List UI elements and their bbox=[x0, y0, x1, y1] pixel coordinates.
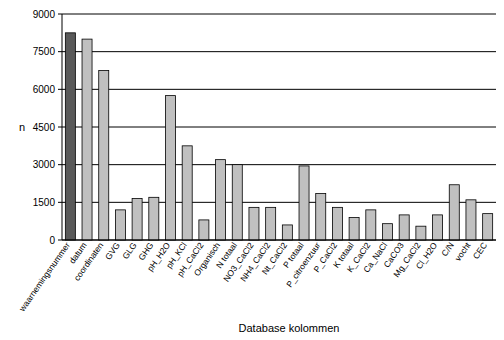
bar bbox=[416, 226, 426, 240]
grid-line bbox=[62, 127, 496, 128]
bar bbox=[132, 199, 142, 240]
grid-line bbox=[62, 89, 496, 90]
bar bbox=[366, 210, 376, 240]
bar bbox=[266, 207, 276, 240]
chart: 0 1500 3000 4500 6000 7500 9000 waarnemingsnumm… bbox=[0, 0, 504, 340]
y-label: n bbox=[19, 121, 25, 133]
bar bbox=[483, 214, 493, 240]
tick-label: 6000 bbox=[33, 84, 56, 95]
bar bbox=[332, 207, 342, 240]
bar bbox=[449, 185, 459, 240]
tick-label: 9000 bbox=[33, 9, 56, 20]
tick bbox=[58, 51, 62, 52]
bar bbox=[99, 71, 109, 241]
category-label: vocht bbox=[453, 240, 473, 263]
tick-label: 4500 bbox=[33, 122, 56, 133]
tick bbox=[58, 127, 62, 128]
x-label: Database kolommen bbox=[239, 322, 340, 334]
grid-line bbox=[62, 164, 496, 165]
y-axis bbox=[62, 14, 63, 240]
bar bbox=[433, 215, 443, 240]
bar bbox=[382, 224, 392, 240]
bar bbox=[165, 96, 175, 240]
bar bbox=[65, 33, 75, 240]
tick bbox=[58, 164, 62, 165]
bar bbox=[282, 225, 292, 240]
bar bbox=[349, 217, 359, 240]
bar bbox=[216, 160, 226, 240]
bar bbox=[249, 207, 259, 240]
tick-label: 7500 bbox=[33, 46, 56, 57]
bar bbox=[199, 220, 209, 240]
category-label: GVG bbox=[103, 240, 122, 261]
bar bbox=[149, 197, 159, 240]
bar bbox=[232, 165, 242, 240]
bar bbox=[299, 166, 309, 240]
tick bbox=[58, 240, 62, 241]
tick bbox=[58, 202, 62, 203]
bar bbox=[399, 215, 409, 240]
bar bbox=[82, 39, 92, 240]
grid-line bbox=[62, 202, 496, 203]
tick-label: 3000 bbox=[33, 159, 56, 170]
bar bbox=[115, 210, 125, 240]
bar bbox=[316, 194, 326, 240]
tick bbox=[58, 14, 62, 15]
tick-label: 0 bbox=[49, 235, 55, 246]
grid-line bbox=[62, 51, 496, 52]
category-label: coordinaten bbox=[72, 240, 106, 282]
category-label: Cl_H2O bbox=[414, 240, 440, 271]
category-label: GLG bbox=[120, 240, 138, 260]
bar bbox=[466, 200, 476, 240]
category-label: waarnemingsnummer bbox=[16, 240, 72, 314]
grid-line bbox=[62, 14, 496, 15]
bar bbox=[182, 146, 192, 240]
tick-label: 1500 bbox=[33, 197, 56, 208]
tick bbox=[58, 89, 62, 90]
category-label: CEC bbox=[471, 240, 489, 260]
